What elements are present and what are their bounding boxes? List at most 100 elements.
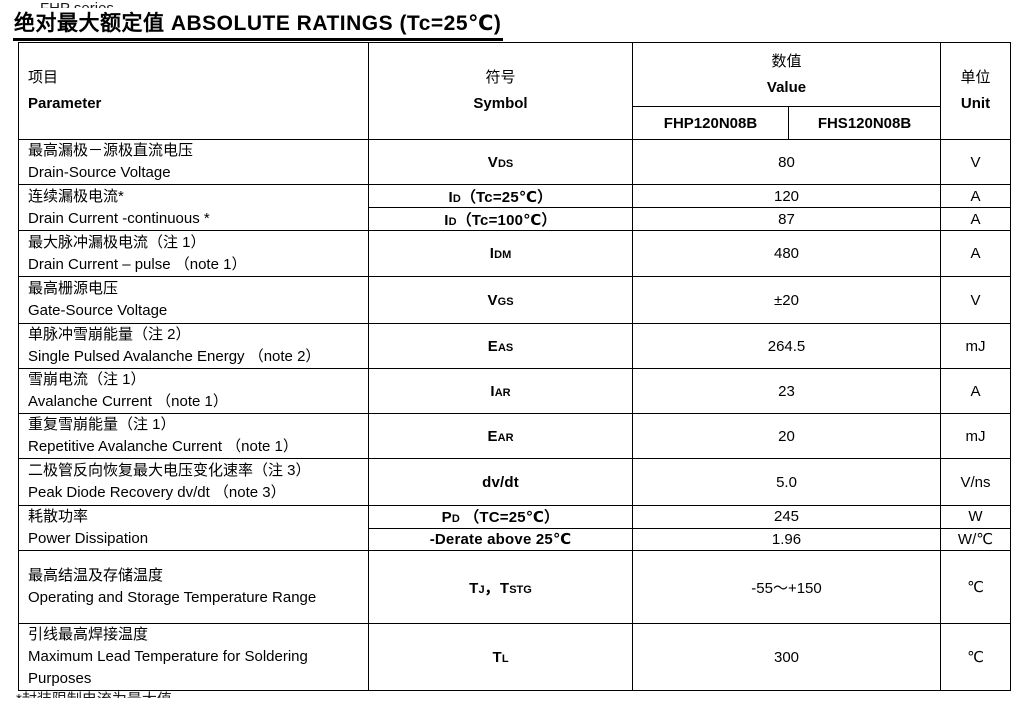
symbol-subscript: DM [494,249,512,261]
row-max-lead-temperature: 引线最高焊接温度 Maximum Lead Temperature for So… [18,623,1012,691]
param-zh: 最高栅源电压 [28,280,119,297]
row-peak-diode-recovery-dvdt: 二极管反向恢复最大电压变化速率（注 3） Peak Diode Recovery… [18,458,1012,506]
value-cell: 80 [631,139,942,185]
header-parameter-en: Parameter [28,95,102,112]
clipped-series-text: FHP series [0,0,1026,8]
unit-cell: ℃ [940,623,1012,691]
header-parameter: 项目 Parameter [18,42,369,140]
symbol-cell: ID（Tc=100℃） [368,207,633,231]
value-cell: -55～+150 [631,550,942,624]
symbol-base: P [441,509,452,527]
param-zh: 二极管反向恢复最大电压变化速率（注 3） [28,462,311,479]
symbol-cell: IAR [368,368,633,414]
absolute-ratings-table: 项目 Parameter 符号 Symbol 数值 Value 单位 Unit … [18,42,1012,691]
header-value-zh: 数值 [771,52,802,70]
value-cell: 264.5 [631,323,942,369]
param-cell: 最高栅源电压 Gate-Source Voltage [18,276,369,324]
symbol-base: I [448,188,453,206]
row-operating-storage-temperature: 最高结温及存储温度 Operating and Storage Temperat… [18,550,1012,624]
symbol-subscript2: STG [509,583,532,596]
header-row-models: FHP120N08B FHS120N08B [19,106,1011,140]
param-en: Drain Current -continuous * [28,209,210,227]
header-symbol-en: Symbol [473,95,528,112]
symbol-separator: ， [484,579,500,597]
footnote-clipped: *封装限制电流为最大值 [0,691,1026,699]
row-drain-current-continuous-25c: 连续漏极电流* Drain Current -continuous * ID（T… [18,184,1012,231]
param-en: Peak Diode Recovery dv/dt （note 3） [28,484,286,501]
symbol-base: E [487,427,498,445]
symbol-cell: dv/dt [368,458,633,506]
value-cell: 23 [631,368,942,414]
param-zh: 最高结温及存储温度 [28,567,164,584]
symbol-subscript: D [448,215,457,228]
param-en: Power Dissipation [28,530,149,547]
param-cell: 最高漏极－源极直流电压 Drain-Source Voltage [18,139,369,185]
value-cell: 1.96 [631,527,942,551]
row-single-pulsed-avalanche-energy: 单脉冲雪崩能量（注 2） Single Pulsed Avalanche Ene… [18,323,1012,369]
symbol-subscript: D [451,513,460,526]
param-cell: 最大脉冲漏极电流（注 1） Drain Current – pulse （not… [18,230,369,277]
symbol-condition: （TC=25℃） [459,509,560,527]
value-cell: 245 [631,505,942,529]
param-zh: 最大脉冲漏极电流（注 1） [28,233,206,251]
param-en: Avalanche Current （note 1） [28,393,228,410]
symbol-base: T [492,648,502,666]
param-zh: 最高漏极－源极直流电压 [28,142,194,159]
symbol-subscript: AR [494,386,511,399]
symbol-subscript: J [478,583,485,596]
title-row: 绝对最大额定值 ABSOLUTE RATINGS (Tc=25℃) [0,8,1026,42]
param-zh: 耗散功率 [28,508,89,525]
symbol-cell: EAR [368,413,633,459]
header-unit-zh: 单位 [960,69,991,86]
unit-cell: W [940,505,1012,529]
unit-cell: mJ [940,323,1012,369]
symbol-cell: VDS [368,139,633,185]
symbol-cell: -Derate above 25℃ [368,527,633,551]
header-model-fhp120n08b: FHP120N08B [632,106,789,140]
unit-cell: W/℃ [940,527,1012,551]
param-en: Drain-Source Voltage [28,164,171,181]
symbol-base: E [487,337,498,355]
unit-cell: ℃ [940,550,1012,624]
header-value-en: Value [766,78,807,96]
param-cell: 最高结温及存储温度 Operating and Storage Temperat… [18,550,369,624]
row-power-dissipation: 耗散功率 Power Dissipation PD （TC=25℃） 245 W [18,505,1012,551]
header-value: 数值 Value [631,42,942,107]
series-label: FHP series [40,0,114,8]
symbol-base: V [487,153,498,171]
header-unit: 单位 Unit [940,42,1012,140]
param-zh: 雪崩电流（注 1） [28,371,146,388]
symbol-base: dv/dt [482,473,519,491]
symbol-cell: VGS [368,276,633,324]
row-drain-current-continuous-100c: ID（Tc=100℃） 87 A [19,207,1012,231]
unit-cell: mJ [940,413,1012,459]
symbol-cell: IDM [368,230,633,277]
footnote-text: *封装限制电流为最大值 [16,692,172,699]
param-en: Maximum Lead Temperature for Soldering P… [28,648,308,687]
symbol-subscript: L [501,652,509,665]
header-model-fhs120n08b: FHS120N08B [787,106,942,140]
unit-cell: A [940,230,1012,277]
value-cell: 480 [631,230,942,277]
row-avalanche-current: 雪崩电流（注 1） Avalanche Current （note 1） IAR… [18,368,1012,414]
param-cell: 二极管反向恢复最大电压变化速率（注 3） Peak Diode Recovery… [18,458,369,506]
header-row-main: 项目 Parameter 符号 Symbol 数值 Value 单位 Unit [18,42,1012,140]
param-cell: 耗散功率 Power Dissipation [18,505,369,551]
symbol-base: T [469,579,479,597]
symbol-condition: （Tc=100℃） [456,211,557,229]
value-cell: 120 [631,184,942,208]
symbol-subscript: GS [497,295,514,308]
symbol-condition: （Tc=25℃） [460,188,553,206]
symbol-subscript: AR [497,431,514,444]
value-cell: 5.0 [631,458,942,506]
header-parameter-zh: 项目 [28,69,59,86]
unit-cell: A [940,368,1012,414]
unit-cell: V [940,276,1012,324]
param-zh: 单脉冲雪崩能量（注 2） [28,326,191,343]
symbol-base: -Derate above 25℃ [429,531,572,549]
param-en: Single Pulsed Avalanche Energy （note 2） [28,348,321,365]
unit-cell: V/ns [940,458,1012,506]
param-en: Operating and Storage Temperature Range [28,589,317,606]
header-unit-en: Unit [960,95,991,112]
row-drain-current-pulse: 最大脉冲漏极电流（注 1） Drain Current – pulse （not… [18,230,1012,277]
